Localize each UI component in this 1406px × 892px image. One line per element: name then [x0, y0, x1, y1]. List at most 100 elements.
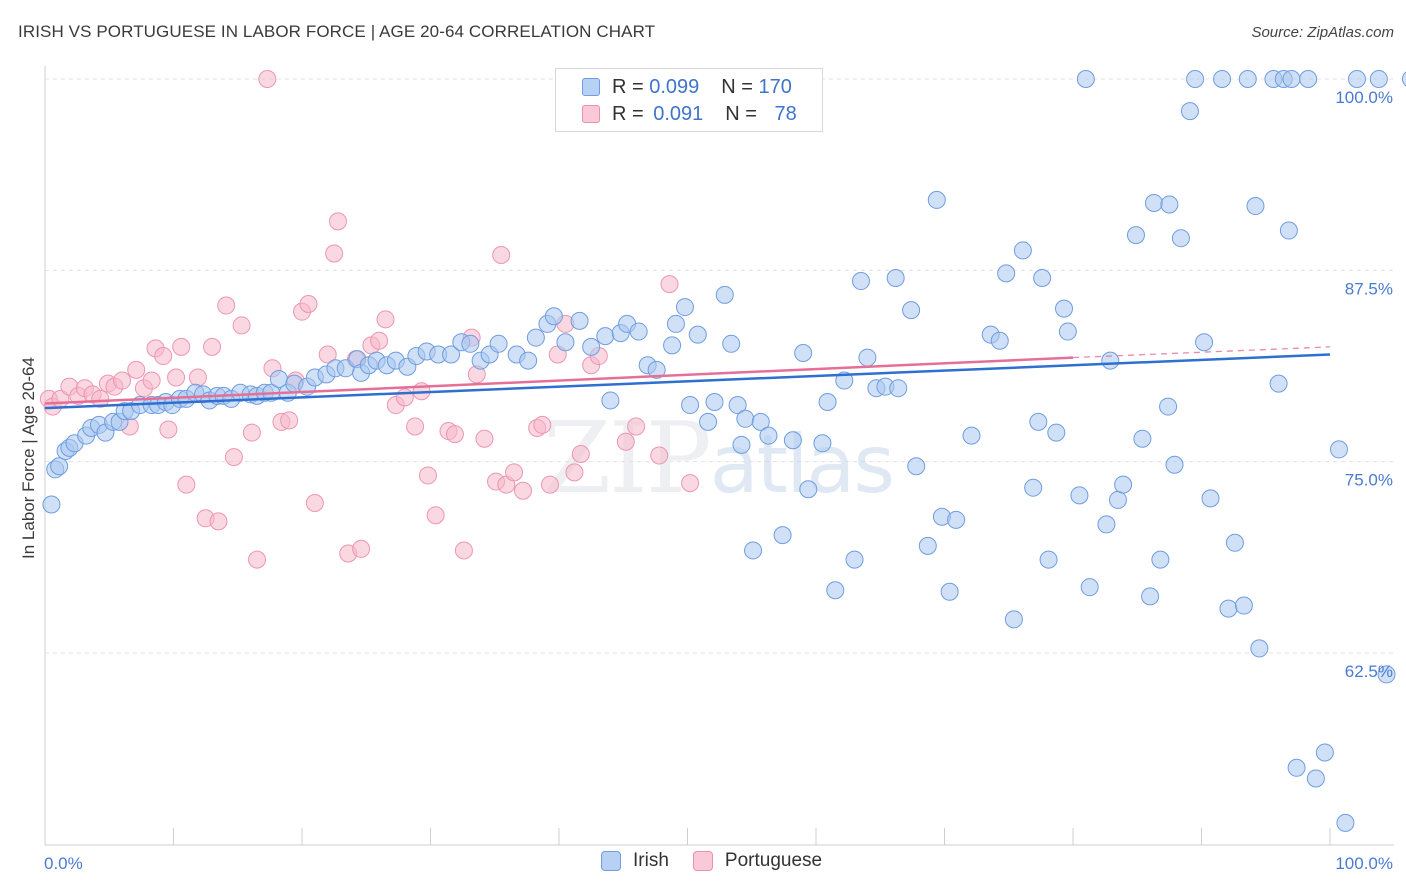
r-label: R =	[612, 102, 644, 125]
irish-point	[759, 426, 778, 445]
portuguese-point	[172, 337, 191, 356]
x-tick-label: 100.0%	[1335, 854, 1393, 873]
axis-labels: 62.5% 75.0% 87.5% 100.0% 0.0% 100.0%	[44, 88, 1393, 873]
irish-point	[1097, 515, 1116, 534]
irish-point	[1201, 489, 1220, 508]
irish-point	[1133, 429, 1152, 448]
portuguese-point	[127, 360, 146, 379]
irish-point	[799, 480, 818, 499]
portuguese-point	[571, 445, 590, 464]
legend-item-portuguese[interactable]: Portuguese	[692, 850, 822, 872]
stats-legend: R = 0.099 N = 170 R = 0.091 N = 78	[555, 68, 823, 132]
y-tick-label: 75.0%	[1345, 471, 1393, 490]
irish-point	[1186, 70, 1205, 88]
irish-point	[1126, 226, 1145, 245]
irish-point	[1282, 70, 1301, 88]
irish-point	[886, 268, 905, 287]
portuguese-point	[242, 423, 261, 442]
portuguese-point	[113, 371, 132, 390]
n-label: N =	[725, 102, 757, 125]
irish-point	[1114, 475, 1133, 494]
irish-point	[1336, 813, 1355, 832]
r-label: R =	[612, 75, 644, 98]
irish-point	[751, 412, 770, 431]
irish-point	[835, 371, 854, 390]
irish-swatch	[601, 851, 621, 871]
irish-point	[50, 457, 69, 476]
portuguese-point	[376, 310, 395, 329]
irish-point	[1076, 70, 1095, 88]
irish-point	[1039, 550, 1058, 569]
irish-point	[1195, 333, 1214, 352]
irish-point	[556, 333, 575, 352]
irish-point	[1279, 221, 1298, 240]
irish-point	[570, 311, 589, 330]
source-credit: Source: ZipAtlas.com	[1251, 24, 1394, 41]
irish-point	[744, 541, 763, 560]
irish-point	[1225, 533, 1244, 552]
portuguese-point	[627, 417, 646, 436]
irish-point	[601, 391, 620, 410]
portuguese-point	[565, 463, 584, 482]
portuguese-point	[224, 448, 243, 467]
legend-row-portuguese: R = 0.091 N = 78	[582, 102, 797, 126]
portuguese-point	[258, 70, 277, 88]
portuguese-point	[492, 246, 511, 265]
portuguese-point	[395, 388, 414, 407]
irish-point	[442, 345, 461, 364]
irish-point	[1160, 195, 1179, 214]
portuguese-point	[167, 368, 186, 387]
irish-point	[773, 526, 792, 545]
irish-point	[997, 264, 1016, 283]
irish-point	[1213, 70, 1232, 88]
irish-point	[1108, 490, 1127, 509]
irish-point	[596, 327, 615, 346]
irish-point	[1159, 397, 1178, 416]
irish-point	[1047, 423, 1066, 442]
legend-label-irish: Irish	[633, 850, 669, 871]
irish-point	[818, 392, 837, 411]
irish-point	[1033, 268, 1052, 287]
y-axis-label: In Labor Force | Age 20-64	[19, 357, 38, 559]
portuguese-point	[541, 475, 560, 494]
irish-point	[666, 314, 685, 333]
portuguese-trend-extension	[1072, 346, 1331, 359]
y-tick-label: 100.0%	[1335, 88, 1393, 107]
portuguese-r-value: 0.091	[653, 102, 704, 125]
irish-point	[826, 581, 845, 600]
legend-item-irish[interactable]: Irish	[601, 850, 669, 872]
portuguese-point	[248, 550, 267, 569]
portuguese-point	[305, 493, 324, 512]
portuguese-n-value: 78	[774, 102, 797, 125]
irish-point	[461, 334, 480, 353]
irish-point	[845, 550, 864, 569]
irish-point	[927, 190, 946, 209]
irish-point	[629, 322, 648, 341]
irish-point	[1144, 193, 1163, 212]
x-tick-label: 0.0%	[44, 854, 83, 873]
irish-point	[1234, 596, 1253, 615]
irish-point	[918, 536, 937, 555]
irish-point	[489, 334, 508, 353]
irish-point	[947, 510, 966, 529]
irish-point	[1250, 639, 1269, 658]
portuguese-point	[514, 481, 533, 500]
portuguese-point	[209, 512, 228, 531]
irish-swatch	[582, 78, 600, 96]
chart-title: IRISH VS PORTUGUESE IN LABOR FORCE | AGE…	[18, 22, 656, 41]
irish-point	[1171, 229, 1190, 248]
irish-point	[1141, 587, 1160, 606]
irish-point	[940, 582, 959, 601]
irish-point	[526, 328, 545, 347]
irish-point	[1165, 455, 1184, 474]
irish-point	[1058, 322, 1077, 341]
irish-trend-line	[44, 353, 1331, 410]
irish-point	[663, 336, 682, 355]
series-legend: Irish Portuguese	[601, 850, 846, 872]
irish-point	[681, 396, 700, 415]
portuguese-point	[454, 541, 473, 560]
portuguese-point	[217, 296, 236, 315]
n-label: N =	[721, 75, 753, 98]
irish-point	[1269, 374, 1288, 393]
irish-point	[1329, 440, 1348, 459]
